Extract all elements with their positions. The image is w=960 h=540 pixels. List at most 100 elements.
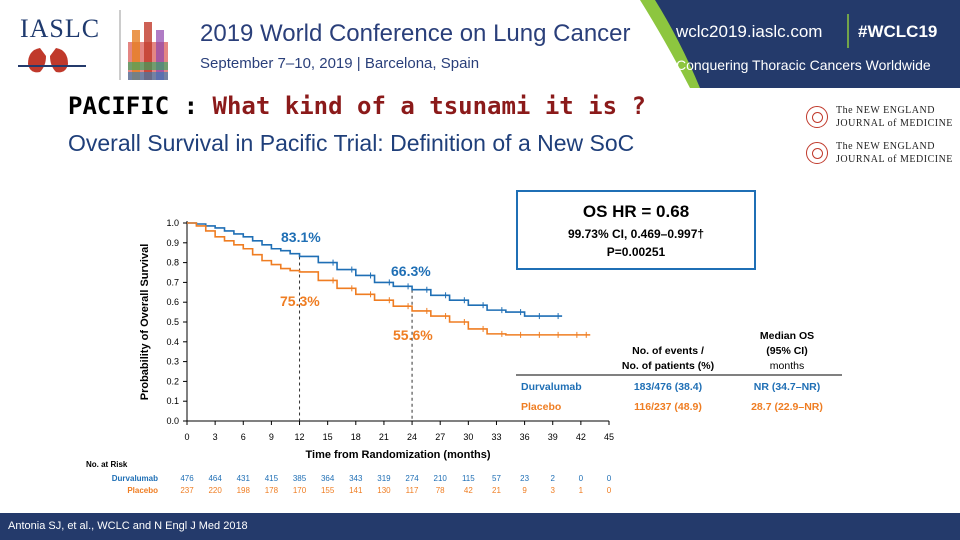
nejm-badge-line1: The NEW ENGLAND <box>836 105 935 116</box>
at-risk-value: 42 <box>464 486 473 495</box>
nejm-badge: The NEW ENGLAND JOURNAL of MEDICINE <box>806 104 956 134</box>
at-risk-value: 237 <box>180 486 194 495</box>
at-risk-arm: Placebo <box>127 486 158 495</box>
at-risk-label: No. at Risk <box>86 460 128 469</box>
hazard-ratio-pvalue: P=0.00251 <box>606 245 666 259</box>
x-tick-label: 42 <box>576 432 586 442</box>
at-risk-value: 78 <box>436 486 445 495</box>
at-risk-value: 0 <box>607 486 612 495</box>
x-tick-label: 3 <box>213 432 218 442</box>
at-risk-value: 0 <box>579 474 584 483</box>
conference-hashtag: #WCLC19 <box>858 22 938 41</box>
at-risk-value: 385 <box>293 474 307 483</box>
x-tick-label: 12 <box>295 432 305 442</box>
x-tick-label: 18 <box>351 432 361 442</box>
y-tick-label: 0.8 <box>166 258 179 268</box>
at-risk-value: 57 <box>492 474 501 483</box>
table-median-value: 28.7 (22.9–NR) <box>751 401 823 413</box>
survival-curve-durvalumab <box>187 222 563 317</box>
at-risk-value: 3 <box>551 486 556 495</box>
conference-dates: September 7–10, 2019 | Barcelona, Spain <box>200 55 480 72</box>
nejm-badge: The NEW ENGLAND JOURNAL of MEDICINE <box>806 140 956 170</box>
nejm-badge-line2: JOURNAL of MEDICINE <box>836 154 953 165</box>
nejm-badge-line1: The NEW ENGLAND <box>836 141 935 152</box>
y-tick-label: 0.0 <box>166 416 179 426</box>
slide-title-question: What kind of a tsunami it is ? <box>212 92 646 120</box>
at-risk-value: 170 <box>293 486 307 495</box>
conference-title: 2019 World Conference on Lung Cancer <box>200 20 631 47</box>
slide-title-prefix: PACIFIC : <box>68 92 199 120</box>
nejm-seal-icon <box>806 106 828 128</box>
survival-annotation: 83.1% <box>281 229 321 245</box>
table-arm-label: Placebo <box>521 401 561 413</box>
x-tick-label: 36 <box>520 432 530 442</box>
at-risk-value: 115 <box>462 474 475 483</box>
km-survival-chart: 0.00.10.20.30.40.50.60.70.80.91.00 3 6 9 12 1… <box>86 218 842 495</box>
x-tick-label: 24 <box>407 432 417 442</box>
table-header-median: Median OS <box>760 330 814 342</box>
at-risk-value: 141 <box>349 486 363 495</box>
y-tick-label: 0.2 <box>166 376 179 386</box>
at-risk-value: 343 <box>349 474 363 483</box>
slide-title: PACIFIC : What kind of a tsunami it is ? <box>68 92 646 120</box>
x-tick-label: 45 <box>604 432 614 442</box>
banner-blue-panel <box>655 0 960 88</box>
x-axis-label: Time from Randomization (months) <box>306 449 491 461</box>
at-risk-value: 0 <box>607 474 612 483</box>
nejm-seal-icon <box>806 142 828 164</box>
hazard-ratio-value: OS HR = 0.68 <box>582 202 690 221</box>
at-risk-value: 319 <box>377 474 391 483</box>
x-tick-label: 27 <box>435 432 445 442</box>
survival-annotation: 55.6% <box>393 327 433 343</box>
survival-curve-placebo <box>187 222 591 336</box>
x-tick-label: 9 <box>269 432 274 442</box>
at-risk-value: 198 <box>237 486 251 495</box>
at-risk-value: 415 <box>265 474 279 483</box>
at-risk-value: 464 <box>208 474 222 483</box>
at-risk-value: 364 <box>321 474 335 483</box>
y-tick-label: 0.5 <box>166 317 179 327</box>
at-risk-value: 23 <box>520 474 529 483</box>
hazard-ratio-box: OS HR = 0.68 99.73% CI, 0.469–0.997† P=0… <box>516 190 756 270</box>
table-header-events: No. of patients (%) <box>622 360 714 372</box>
x-tick-label: 15 <box>323 432 333 442</box>
y-axis-label: Probability of Overall Survival <box>139 244 151 401</box>
y-tick-label: 0.6 <box>166 297 179 307</box>
y-tick-label: 0.7 <box>166 277 179 287</box>
y-tick-label: 1.0 <box>166 218 179 228</box>
at-risk-arm: Durvalumab <box>112 474 158 483</box>
y-tick-label: 0.4 <box>166 337 179 347</box>
y-tick-label: 0.1 <box>166 396 179 406</box>
at-risk-value: 155 <box>321 486 335 495</box>
at-risk-value: 130 <box>377 486 391 495</box>
x-tick-label: 6 <box>241 432 246 442</box>
table-header-median: months <box>770 360 804 372</box>
x-tick-label: 0 <box>184 432 189 442</box>
y-tick-label: 0.9 <box>166 238 179 248</box>
conference-url: wclc2019.iaslc.com <box>676 22 823 41</box>
nejm-badge-line2: JOURNAL of MEDICINE <box>836 118 953 129</box>
hazard-ratio-ci: 99.73% CI, 0.469–0.997† <box>567 227 705 241</box>
at-risk-value: 1 <box>579 486 584 495</box>
lungs-icon <box>18 48 86 73</box>
at-risk-value: 178 <box>265 486 279 495</box>
building-mosaic-icon <box>128 22 168 80</box>
survival-annotation: 66.3% <box>391 263 431 279</box>
table-arm-label: Durvalumab <box>521 381 582 393</box>
x-tick-label: 30 <box>463 432 473 442</box>
at-risk-value: 117 <box>406 486 419 495</box>
table-header-events: No. of events / <box>632 345 704 357</box>
at-risk-value: 220 <box>208 486 222 495</box>
table-median-value: NR (34.7–NR) <box>754 381 821 393</box>
x-tick-label: 21 <box>379 432 389 442</box>
conference-slogan: Conquering Thoracic Cancers Worldwide <box>676 57 931 73</box>
table-events-value: 116/237 (48.9) <box>634 401 702 413</box>
iaslc-logo-text: IASLC <box>20 14 101 43</box>
citation-text: Antonia SJ, et al., WCLC and N Engl J Me… <box>8 520 248 532</box>
x-tick-label: 39 <box>548 432 558 442</box>
at-risk-value: 9 <box>522 486 527 495</box>
slide-subtitle: Overall Survival in Pacific Trial: Defin… <box>68 130 635 156</box>
at-risk-value: 21 <box>492 486 501 495</box>
at-risk-value: 431 <box>237 474 251 483</box>
banner-graphics <box>18 0 960 88</box>
